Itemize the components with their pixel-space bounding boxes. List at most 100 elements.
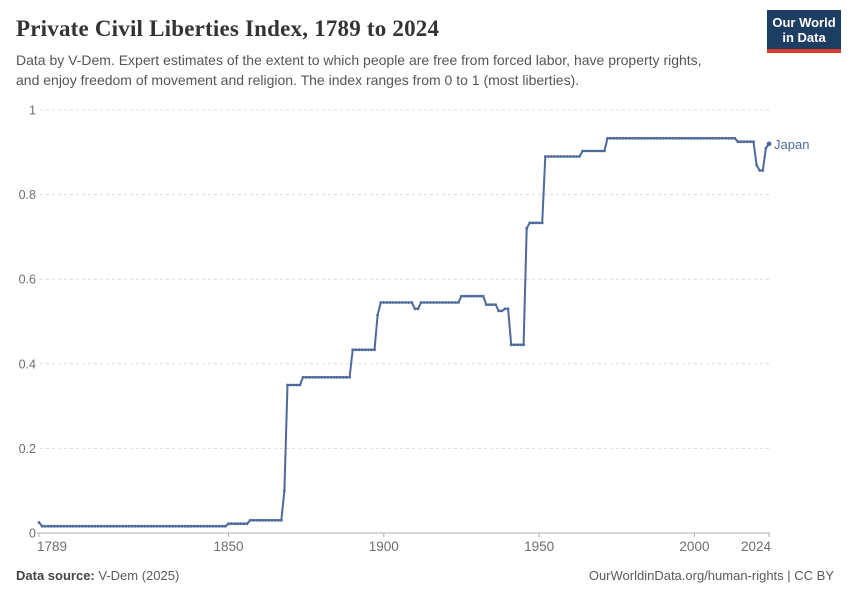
- data-point: [357, 348, 361, 352]
- data-point: [391, 301, 395, 304]
- data-point: [314, 375, 317, 379]
- data-point: [466, 294, 470, 298]
- data-point: [534, 221, 538, 225]
- data-point: [755, 163, 758, 167]
- owid-logo[interactable]: Our World in Data: [767, 10, 841, 53]
- data-point: [65, 524, 69, 528]
- data-point: [724, 136, 727, 140]
- data-point: [643, 136, 647, 140]
- data-point: [556, 155, 560, 158]
- x-tick-label: 2000: [679, 539, 709, 554]
- data-point: [705, 136, 709, 140]
- data-point: [671, 136, 675, 140]
- data-point: [397, 301, 401, 304]
- data-point: [292, 383, 296, 387]
- data-point: [460, 294, 463, 298]
- series-japan[interactable]: [37, 136, 772, 528]
- data-point: [161, 524, 165, 528]
- data-point: [752, 140, 755, 144]
- data-point: [304, 375, 308, 379]
- data-point: [186, 524, 190, 528]
- data-point: [115, 524, 119, 528]
- data-point: [37, 521, 41, 524]
- data-point: [519, 343, 522, 347]
- data-point: [320, 375, 324, 379]
- data-point: [236, 522, 240, 526]
- data-point: [68, 524, 72, 528]
- data-point: [177, 524, 181, 528]
- data-point: [224, 524, 227, 528]
- data-point: [130, 524, 134, 528]
- data-point: [354, 348, 358, 352]
- data-point: [283, 489, 286, 493]
- data-point: [118, 524, 122, 528]
- data-point: [40, 524, 44, 528]
- data-point: [276, 518, 280, 522]
- data-point: [717, 136, 721, 140]
- footer-link[interactable]: OurWorldinData.org/human-rights | CC BY: [588, 568, 834, 583]
- y-tick-label: 0.8: [19, 188, 36, 202]
- data-point: [205, 524, 209, 528]
- axes: 0 0.2 0.4 0.6 0.8 1 1789 1850 1900 1950 2000 2024: [19, 104, 772, 555]
- data-point: [745, 140, 749, 144]
- data-point: [432, 301, 435, 304]
- data-point: [646, 136, 650, 140]
- data-point: [547, 155, 550, 158]
- data-point: [609, 136, 612, 140]
- data-point: [733, 136, 737, 140]
- data-point: [146, 524, 150, 528]
- data-point: [84, 524, 87, 528]
- data-point: [338, 375, 342, 379]
- data-point: [658, 136, 662, 140]
- data-point: [298, 383, 302, 387]
- chart-subtitle-line2: and enjoy freedom of movement and religi…: [16, 72, 580, 88]
- data-point: [407, 301, 411, 304]
- data-point: [326, 375, 330, 379]
- data-point: [478, 294, 482, 298]
- data-point: [208, 524, 212, 528]
- data-point: [342, 375, 345, 379]
- data-source-label: Data source:: [16, 568, 95, 583]
- data-point: [413, 307, 417, 311]
- data-point: [286, 383, 289, 387]
- data-point: [528, 221, 532, 225]
- data-point: [214, 524, 218, 528]
- data-point: [693, 136, 696, 140]
- data-point: [587, 149, 591, 153]
- y-tick-label: 0.6: [19, 273, 36, 287]
- data-point: [540, 221, 544, 225]
- data-point: [50, 524, 53, 528]
- data-point: [543, 155, 547, 158]
- data-point: [189, 524, 193, 528]
- series-label-japan[interactable]: Japan: [774, 137, 809, 152]
- data-point: [335, 375, 339, 379]
- data-point: [562, 155, 566, 158]
- data-point: [491, 303, 494, 306]
- data-point: [43, 524, 47, 528]
- data-point-end: [766, 141, 772, 147]
- data-point: [509, 343, 513, 347]
- data-point: [441, 301, 445, 304]
- data-point: [410, 301, 414, 304]
- data-point: [444, 301, 448, 304]
- data-point: [630, 136, 634, 140]
- data-point: [506, 307, 510, 311]
- data-point: [140, 524, 143, 528]
- data-point: [363, 348, 367, 352]
- data-point: [512, 343, 516, 347]
- data-point: [382, 301, 386, 304]
- data-point: [599, 149, 603, 153]
- data-point: [261, 518, 265, 522]
- data-point: [714, 136, 718, 140]
- series-line-japan[interactable]: [38, 137, 770, 528]
- data-point: [370, 348, 373, 352]
- data-point: [652, 136, 656, 140]
- gridlines: [40, 109, 770, 449]
- data-source: Data source: V-Dem (2025): [16, 568, 179, 583]
- chart-footer: Data source: V-Dem (2025) OurWorldinData…: [16, 568, 834, 583]
- chart-subtitle-line1: Data by V-Dem. Expert estimates of the e…: [16, 52, 702, 68]
- data-point: [109, 524, 112, 528]
- data-point: [264, 518, 268, 522]
- data-point: [289, 383, 292, 387]
- data-point: [453, 301, 457, 304]
